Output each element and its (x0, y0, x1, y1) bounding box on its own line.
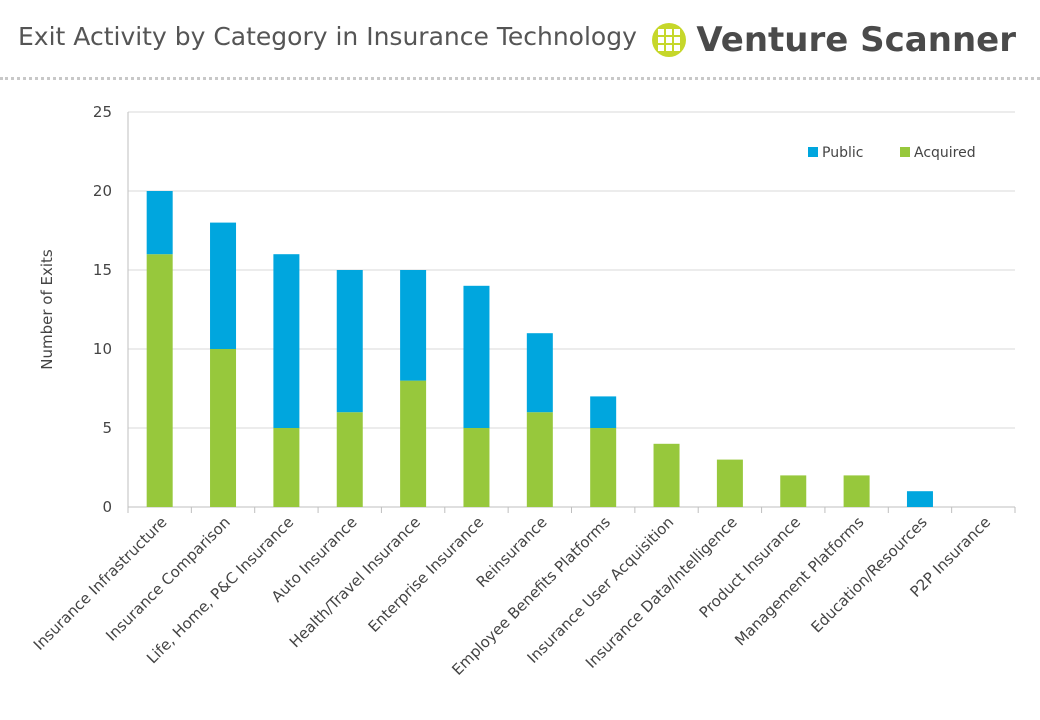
y-tick-label: 10 (93, 340, 112, 358)
y-tick-label: 0 (102, 498, 112, 516)
y-tick-label: 25 (93, 103, 112, 121)
y-axis-label: Number of Exits (38, 249, 56, 370)
bar-public (906, 491, 933, 507)
x-tick-label: Management Platforms (731, 513, 867, 649)
bar-acquired (273, 428, 300, 507)
legend-swatch-acquired (900, 147, 910, 157)
brand-logo: Venture Scanner (650, 18, 1016, 62)
y-tick-label: 15 (93, 261, 112, 279)
y-tick-label: 5 (102, 419, 112, 437)
header-divider (0, 77, 1040, 80)
x-tick-label: Education/Resources (808, 513, 931, 636)
bar-acquired (336, 412, 363, 507)
bar-acquired (780, 475, 807, 507)
bar-public (210, 222, 237, 349)
bar-public (146, 191, 173, 255)
bar-public (336, 270, 363, 413)
bar-acquired (526, 412, 553, 507)
x-tick-label: Insurance Comparison (102, 513, 234, 645)
bar-public (273, 254, 300, 428)
page-title: Exit Activity by Category in Insurance T… (18, 22, 637, 51)
bar-public (400, 270, 427, 381)
bar-acquired (210, 349, 237, 507)
header: Exit Activity by Category in Insurance T… (0, 0, 1040, 80)
bar-public (463, 285, 490, 428)
legend-label-acquired: Acquired (914, 145, 976, 161)
bar-acquired (590, 428, 617, 507)
bar-acquired (400, 380, 427, 507)
bar-acquired (653, 443, 680, 507)
bar-acquired (716, 459, 743, 507)
x-tick-label: Health/Travel Insurance (286, 513, 424, 651)
bar-acquired (843, 475, 870, 507)
brand-name: Venture Scanner (696, 20, 1016, 60)
bar-public (526, 333, 553, 413)
venture-scanner-logo-icon (652, 23, 687, 57)
legend-label-public: Public (822, 145, 863, 161)
bar-public (590, 396, 617, 428)
bar-acquired (463, 428, 490, 507)
x-tick-label: Enterprise Insurance (365, 513, 488, 636)
bar-acquired (146, 254, 173, 507)
legend-swatch-public (808, 147, 818, 157)
y-tick-label: 20 (93, 182, 112, 200)
